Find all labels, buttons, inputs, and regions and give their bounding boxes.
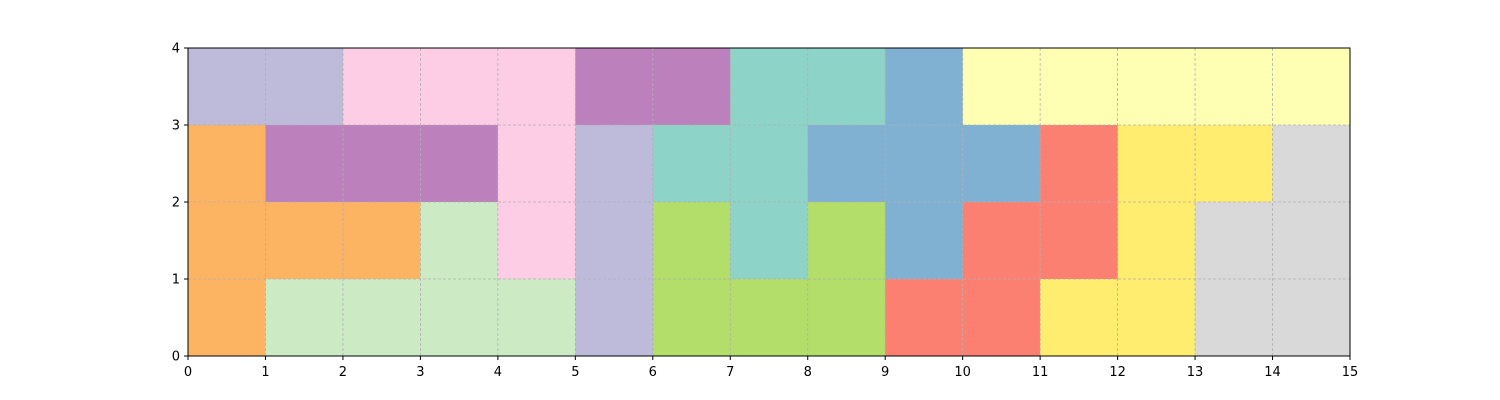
x-tick-label: 14 — [1264, 365, 1281, 380]
heatmap-cell — [265, 48, 344, 126]
x-tick-label: 8 — [804, 365, 812, 380]
heatmap-cell — [342, 279, 421, 357]
heatmap-cell — [1272, 48, 1351, 126]
x-tick-label: 2 — [339, 365, 347, 380]
heatmap-cell — [265, 125, 344, 203]
x-tick-label: 7 — [726, 365, 734, 380]
heatmap-cell — [1040, 202, 1119, 280]
heatmap-cell — [730, 48, 809, 126]
heatmap-cell — [420, 202, 499, 280]
heatmap-cell — [885, 202, 964, 280]
heatmap-cell — [575, 48, 654, 126]
heatmap-cell — [807, 202, 886, 280]
x-tick-label: 15 — [1342, 365, 1359, 380]
heatmap-cell — [575, 125, 654, 203]
heatmap-cell — [962, 279, 1041, 357]
x-tick-label: 12 — [1109, 365, 1126, 380]
heatmap-cell — [497, 48, 576, 126]
x-axis: 0 1 2 3 4 5 6 7 8 9 10 11 12 13 14 15 — [184, 356, 1358, 380]
heatmap-cell — [1117, 125, 1196, 203]
heatmap-cell — [730, 202, 809, 280]
x-tick-label: 9 — [881, 365, 889, 380]
heatmap-cell — [652, 202, 731, 280]
x-tick-label: 0 — [184, 365, 192, 380]
x-tick-label: 3 — [416, 365, 424, 380]
heatmap-cell — [1040, 125, 1119, 203]
x-tick-label: 11 — [1032, 365, 1049, 380]
heatmap-cell — [807, 48, 886, 126]
x-tick-label: 4 — [494, 365, 502, 380]
heatmap-cell — [1195, 48, 1274, 126]
heatmap-cell — [420, 125, 499, 203]
heatmap-cell — [1117, 279, 1196, 357]
y-tick-label: 4 — [172, 42, 180, 57]
heatmap-cell — [730, 125, 809, 203]
heatmap-cell — [342, 48, 421, 126]
x-tick-label: 10 — [954, 365, 971, 380]
heatmap-cell — [730, 279, 809, 357]
heatmap-cell — [652, 125, 731, 203]
heatmap-cell — [885, 279, 964, 357]
heatmap-cell — [188, 48, 266, 126]
heatmap-cell — [188, 279, 266, 357]
heatmap-cell — [1117, 202, 1196, 280]
heatmap-cell — [420, 48, 499, 126]
y-tick-label: 0 — [172, 350, 180, 365]
y-tick-label: 3 — [172, 119, 180, 134]
x-tick-label: 13 — [1187, 365, 1204, 380]
x-tick-label: 1 — [261, 365, 269, 380]
heatmap-cell — [265, 202, 344, 280]
heatmap-cell — [575, 202, 654, 280]
grid-layer — [188, 48, 1350, 356]
heatmap-cell — [497, 279, 576, 357]
heatmap-cell — [1272, 202, 1351, 280]
heatmap-cell — [652, 48, 731, 126]
heatmap-cell — [1040, 279, 1119, 357]
heatmap-cell — [1195, 125, 1274, 203]
heatmap-cell — [1040, 48, 1119, 126]
heatmap-cell — [807, 125, 886, 203]
heatmap-cell — [420, 279, 499, 357]
heatmap-cell — [188, 202, 266, 280]
heatmap-cell — [1272, 279, 1351, 357]
heatmap-cell — [1195, 202, 1274, 280]
heatmap-cell — [1272, 125, 1351, 203]
heatmap-cell — [342, 125, 421, 203]
cells-layer — [188, 48, 1351, 357]
heatmap-cell — [575, 279, 654, 357]
heatmap-cell — [188, 125, 266, 203]
y-tick-label: 1 — [172, 273, 180, 288]
heatmap-cell — [497, 202, 576, 280]
heatmap-cell — [962, 202, 1041, 280]
heatmap-cell — [1195, 279, 1274, 357]
heatmap-cell — [265, 279, 344, 357]
heatmap-cell — [885, 125, 964, 203]
heatmap-cell — [962, 125, 1041, 203]
heatmap-cell — [962, 48, 1041, 126]
heatmap-cell — [1117, 48, 1196, 126]
y-axis: 0 1 2 3 4 — [172, 42, 188, 365]
heatmap-cell — [807, 279, 886, 357]
y-tick-label: 2 — [172, 196, 180, 211]
x-tick-label: 6 — [649, 365, 657, 380]
heatmap-cell — [652, 279, 731, 357]
heatmap-cell — [342, 202, 421, 280]
heatmap-cell — [885, 48, 964, 126]
heatmap-cell — [497, 125, 576, 203]
x-tick-label: 5 — [571, 365, 579, 380]
